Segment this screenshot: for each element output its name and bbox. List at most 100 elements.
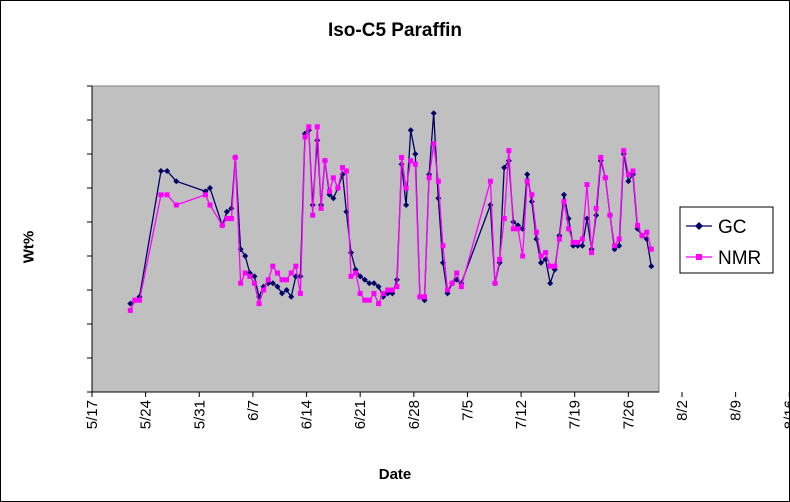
data-point	[579, 242, 586, 249]
data-point	[330, 195, 337, 202]
x-tick-label: 5/24	[138, 400, 155, 429]
data-point	[340, 165, 346, 171]
data-point	[353, 270, 359, 276]
data-point	[583, 215, 590, 222]
data-point	[533, 229, 539, 235]
data-point	[327, 188, 333, 194]
x-tick-label: 7/12	[513, 400, 530, 429]
data-point	[412, 151, 419, 157]
data-point	[274, 283, 281, 290]
legend: GC NMR	[679, 206, 774, 274]
data-point	[361, 276, 368, 283]
data-point	[506, 148, 512, 154]
data-point	[362, 297, 368, 303]
data-point	[288, 293, 295, 300]
data-point	[399, 154, 405, 160]
data-point	[310, 212, 316, 218]
data-point	[158, 192, 164, 198]
plot-area	[91, 85, 660, 393]
data-point	[371, 290, 377, 296]
x-tick-label: 5/31	[191, 400, 208, 429]
data-point	[269, 280, 276, 287]
data-point	[283, 287, 290, 293]
data-point	[547, 280, 554, 287]
data-point	[314, 124, 320, 130]
data-point	[598, 154, 604, 160]
legend-marker	[696, 254, 702, 260]
data-point	[343, 168, 349, 174]
data-point	[370, 280, 377, 287]
legend-box	[679, 206, 774, 274]
data-point	[501, 216, 507, 222]
data-point	[376, 301, 382, 307]
legend-marker	[695, 222, 703, 230]
data-point	[644, 229, 650, 235]
data-point	[127, 300, 134, 307]
data-point	[403, 202, 410, 208]
data-point	[524, 171, 531, 178]
x-tick-label: 6/14	[299, 400, 316, 429]
data-point	[302, 134, 308, 140]
data-point	[529, 192, 535, 198]
x-tick-label: 6/28	[406, 400, 423, 429]
data-point	[538, 253, 544, 259]
data-point	[422, 294, 428, 300]
data-point	[566, 226, 572, 232]
data-point	[593, 205, 599, 211]
legend-label: GC	[718, 217, 747, 238]
data-point	[492, 280, 498, 286]
x-ticks: 5/17 5/24 5/31 6/7 6/14 6/21 6/28 7/5 7/12 7/19 7/…	[84, 392, 790, 429]
series-nmr	[127, 124, 654, 313]
data-point	[458, 284, 464, 290]
x-tick-label: 7/5	[459, 400, 476, 421]
x-tick-label: 6/21	[352, 400, 369, 429]
data-point	[602, 175, 608, 181]
data-point	[279, 290, 286, 297]
data-point	[607, 212, 613, 218]
data-point	[265, 277, 271, 283]
data-point	[375, 283, 382, 290]
series-layer	[127, 110, 655, 313]
data-point	[219, 222, 225, 228]
data-point	[524, 178, 530, 184]
data-point	[357, 290, 363, 296]
data-point	[430, 110, 437, 117]
data-point	[584, 182, 590, 188]
data-point	[635, 222, 641, 228]
data-point	[335, 185, 341, 191]
data-point	[251, 280, 257, 286]
data-point	[238, 280, 244, 286]
x-tick-label: 8/2	[674, 400, 691, 421]
chart-title: Iso-C5 Paraffin	[327, 20, 463, 41]
data-point	[173, 178, 180, 185]
data-point	[560, 191, 567, 198]
data-point	[330, 175, 336, 181]
data-point	[497, 256, 503, 262]
data-point	[348, 273, 354, 279]
data-point	[389, 287, 395, 293]
data-point	[616, 242, 623, 249]
data-point	[137, 297, 143, 303]
data-point	[242, 253, 249, 259]
data-point	[223, 208, 230, 215]
data-point	[408, 158, 414, 164]
data-point	[556, 236, 562, 242]
data-point	[449, 280, 455, 286]
data-point	[207, 202, 213, 208]
data-point	[648, 246, 654, 252]
data-point	[426, 175, 432, 181]
data-point	[630, 168, 636, 174]
data-point	[357, 273, 364, 280]
data-point	[228, 216, 234, 222]
data-point	[228, 205, 235, 212]
data-point	[440, 243, 446, 249]
data-point	[417, 294, 423, 300]
data-point	[538, 259, 545, 266]
data-point	[616, 236, 622, 242]
data-point	[256, 301, 262, 307]
data-point	[164, 168, 171, 174]
data-point	[625, 178, 632, 185]
data-point	[173, 202, 179, 208]
data-point	[589, 250, 595, 256]
data-point	[501, 164, 508, 171]
